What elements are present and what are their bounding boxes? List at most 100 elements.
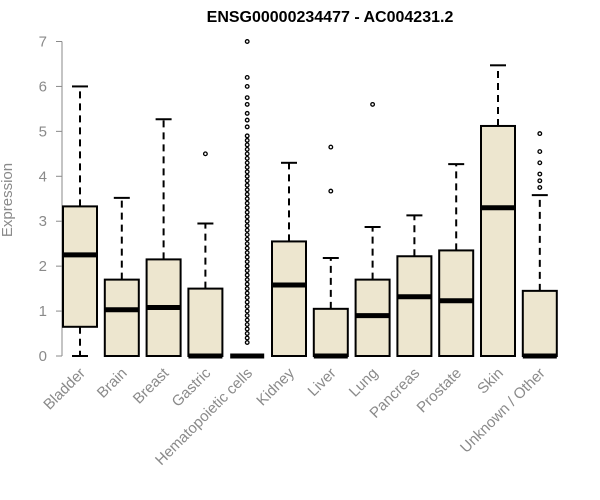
outlier-point [244, 250, 250, 256]
box-iqr [103, 278, 140, 357]
outlier-point [244, 39, 250, 44]
outlier-point [537, 171, 543, 177]
outlier-point [244, 182, 250, 188]
outlier-point [328, 144, 334, 150]
outlier-point [244, 209, 250, 215]
y-tick-label: 4 [39, 168, 47, 185]
outlier-point [244, 133, 250, 139]
outlier-point [244, 117, 250, 123]
x-tick-label: Prostate [413, 365, 465, 417]
outlier-point [244, 137, 250, 143]
box-2 [145, 118, 182, 357]
outlier-point [244, 173, 250, 179]
outlier-point [244, 218, 250, 224]
box-iqr [312, 307, 349, 358]
outlier-point [244, 340, 250, 345]
outlier-point [244, 227, 250, 233]
outlier-point [244, 245, 250, 251]
outlier-point [244, 290, 250, 296]
y-tick-label: 7 [39, 34, 47, 51]
outlier-point [244, 214, 250, 220]
y-axis: 0 1 2 3 4 5 6 7 [39, 34, 63, 365]
outlier-point [244, 164, 250, 170]
outlier-point [244, 277, 250, 283]
outlier-point [244, 110, 250, 116]
outlier-point [244, 295, 250, 301]
x-tick-label: Lung [346, 365, 382, 401]
y-tick-label: 6 [39, 78, 47, 95]
box-iqr [480, 124, 516, 357]
outlier-point [244, 304, 250, 310]
outlier-point [537, 131, 543, 137]
outlier-point [244, 317, 250, 323]
box-series [62, 39, 558, 359]
outlier-point [244, 241, 250, 247]
outlier-point [244, 95, 250, 101]
chart-title: ENSG00000234477 - AC004231.2 [207, 9, 454, 26]
outlier-point [244, 196, 250, 202]
outlier-point [244, 272, 250, 278]
box-10 [480, 64, 516, 357]
outlier-point [537, 149, 543, 155]
outlier-point [244, 191, 250, 197]
outlier-point [244, 223, 250, 229]
outlier-point [244, 146, 250, 152]
box-3 [187, 151, 224, 359]
y-tick-label: 3 [39, 213, 47, 230]
outlier-point [244, 74, 250, 80]
x-tick-label: Bladder [40, 365, 89, 414]
y-tick-label: 2 [39, 258, 47, 275]
outlier-point [244, 254, 250, 260]
x-tick-label: Skin [474, 365, 507, 398]
outlier-point [244, 187, 250, 193]
outlier-point [244, 299, 250, 305]
outlier-point [244, 101, 250, 107]
outlier-point [537, 178, 543, 184]
outlier-point [244, 286, 250, 292]
outlier-point [537, 160, 543, 166]
box-6 [312, 144, 349, 359]
x-tick-label: Liver [305, 365, 340, 400]
outlier-point [244, 308, 250, 314]
x-tick-label: Breast [130, 364, 173, 407]
outlier-point [244, 326, 250, 332]
box-iqr [396, 255, 433, 358]
outlier-point [244, 205, 250, 211]
outlier-point [244, 268, 250, 274]
outlier-point [537, 185, 543, 190]
box-iqr [62, 205, 98, 328]
outlier-point [244, 169, 250, 175]
outlier-point [244, 200, 250, 206]
outlier-point [244, 259, 250, 265]
outlier-point [244, 178, 250, 184]
box-0 [62, 85, 98, 357]
box-9 [438, 163, 475, 358]
box-1 [103, 196, 140, 357]
y-tick-label: 0 [39, 348, 47, 365]
outlier-point [370, 101, 376, 107]
outlier-point [244, 83, 250, 89]
box-5 [271, 161, 307, 357]
outlier-point [244, 155, 250, 161]
outlier-point [244, 142, 250, 148]
outlier-point [244, 124, 250, 130]
y-tick-label: 1 [39, 303, 47, 320]
x-tick-label: Brain [94, 365, 131, 402]
box-7 [354, 101, 391, 357]
y-axis-label: Expression [0, 163, 16, 237]
outlier-point [328, 188, 334, 194]
outlier-point [244, 322, 250, 327]
outlier-point [244, 151, 250, 157]
box-iqr [187, 287, 224, 358]
box-11 [521, 131, 558, 359]
outlier-point [244, 263, 250, 269]
outlier-point [244, 160, 250, 166]
outlier-point [244, 335, 250, 341]
box-8 [396, 214, 433, 358]
box-4 [230, 39, 265, 359]
box-iqr [271, 240, 307, 357]
outlier-point [202, 151, 208, 157]
